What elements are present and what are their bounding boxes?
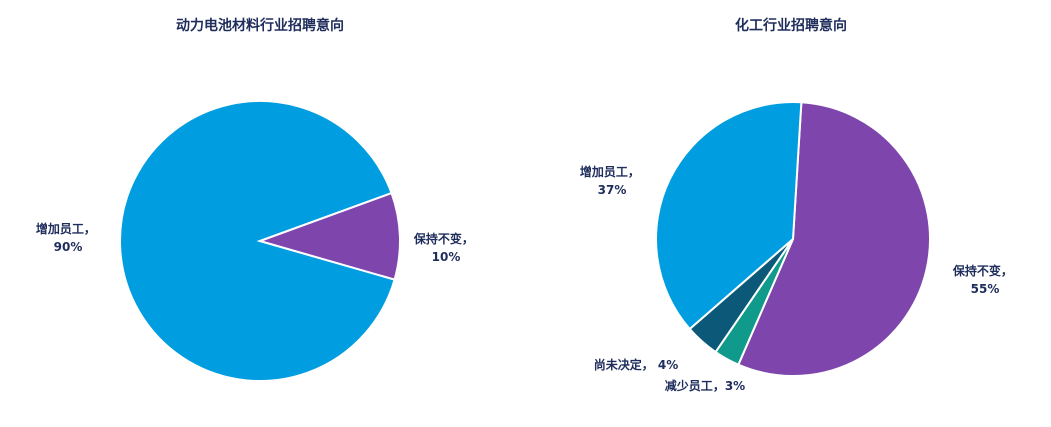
- slice-label-battery-increase: 增加员工， 90%: [36, 221, 100, 254]
- slice-label-chemical-increase: 增加员工， 37%: [580, 164, 644, 197]
- pie-chart-chemical: 化工行业招聘意向 保持不变， 55% 减少员工，3% 尚未决定， 4% 增加员工…: [580, 17, 1017, 393]
- chart-title-battery: 动力电池材料行业招聘意向: [176, 17, 344, 34]
- pie-chemical-slices: [655, 101, 931, 377]
- slice-label-chemical-decrease: 减少员工，3%: [665, 378, 745, 393]
- slice-label-chemical-undecided: 尚未决定， 4%: [594, 357, 679, 372]
- pie-slice-chemical-0: [737, 101, 931, 377]
- pie-battery-slices: [119, 100, 402, 382]
- slice-label-chemical-unchanged: 保持不变， 55%: [952, 263, 1017, 296]
- slice-label-battery-unchanged: 保持不变， 10%: [413, 231, 478, 264]
- pie-chart-battery: 动力电池材料行业招聘意向 增加员工， 90% 保持不变， 10%: [36, 17, 478, 382]
- chart-title-chemical: 化工行业招聘意向: [735, 17, 847, 34]
- pie-slice-battery-1: [256, 191, 402, 281]
- pie-slice-chemical-3: [655, 101, 803, 331]
